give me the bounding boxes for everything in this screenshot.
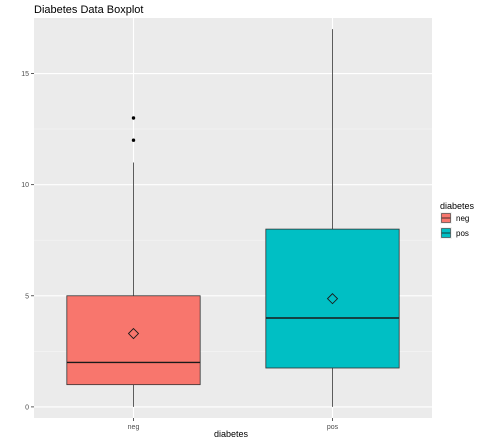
boxes xyxy=(66,29,400,407)
legend-label: neg xyxy=(456,214,469,223)
y-tick-label: 5 xyxy=(25,293,29,300)
x-tick-label: neg xyxy=(128,424,140,431)
mean-marker xyxy=(326,293,339,305)
y-tick-label: 15 xyxy=(21,71,29,78)
outlier-point xyxy=(131,138,136,142)
outlier-point xyxy=(131,116,136,120)
x-axis: neg pos xyxy=(128,418,339,431)
box-body xyxy=(265,228,400,369)
x-tick-label: pos xyxy=(327,424,339,431)
y-tick-label: 10 xyxy=(21,182,29,189)
legend-title: diabetes xyxy=(440,201,475,211)
box-pos xyxy=(265,29,400,407)
chart-title: Diabetes Data Boxplot xyxy=(34,4,143,16)
y-axis: 0 5 10 15 xyxy=(21,71,34,411)
mean-marker xyxy=(127,327,140,340)
box-neg xyxy=(66,116,201,407)
legend-label: pos xyxy=(456,229,469,238)
x-axis-title: diabetes xyxy=(214,429,249,439)
box-body xyxy=(66,295,201,386)
y-tick-label: 0 xyxy=(25,404,29,411)
legend: diabetes neg pos xyxy=(440,201,475,239)
